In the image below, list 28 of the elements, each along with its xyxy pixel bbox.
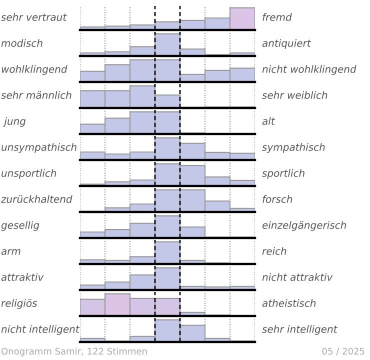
text: 05 / 2025 <box>322 348 364 356</box>
y-axis-title: unsympathisch <box>2 143 76 153</box>
y2-axis-title: sehr intelligent <box>262 325 338 335</box>
y2-axis-title: forsch <box>262 195 292 203</box>
y-axis-title: arm <box>1 249 20 255</box>
y2-axis-title: nicht attraktiv <box>262 273 333 281</box>
y-axis-title: sehr vertraut <box>1 13 67 21</box>
y2-axis-title: reich <box>262 247 286 255</box>
y-axis-title: religiös <box>1 299 38 309</box>
y-axis-title: modisch <box>1 39 42 47</box>
y2-axis-title: alt <box>262 117 276 125</box>
y-axis-title: attraktiv <box>1 273 44 281</box>
y2-axis-title: atheistisch <box>262 299 316 307</box>
y-axis-title: gesellig <box>1 221 40 231</box>
y-axis-title: wohlklingend <box>2 65 68 75</box>
y2-axis-title: fremd <box>262 13 292 21</box>
y2-axis-title: sehr weiblich <box>262 91 328 99</box>
y2-axis-title: einzelgängerisch <box>262 221 346 231</box>
y-axis-title: nicht intelligent <box>1 325 80 335</box>
y2-axis-title: sympathisch <box>262 143 325 153</box>
y-axis-title: jung <box>3 117 26 127</box>
y-axis-title: zurückhaltend <box>0 195 72 203</box>
text: Onogramm Samir, 122 Stimmen <box>2 348 147 356</box>
y2-axis-title: sportlich <box>262 169 304 179</box>
y-axis-title: unsportlich <box>2 169 56 179</box>
y2-axis-title: nicht wohlklingend <box>262 65 356 75</box>
y-axis-title: sehr männlich <box>1 91 72 99</box>
y2-axis-title: antiquiert <box>262 39 312 49</box>
